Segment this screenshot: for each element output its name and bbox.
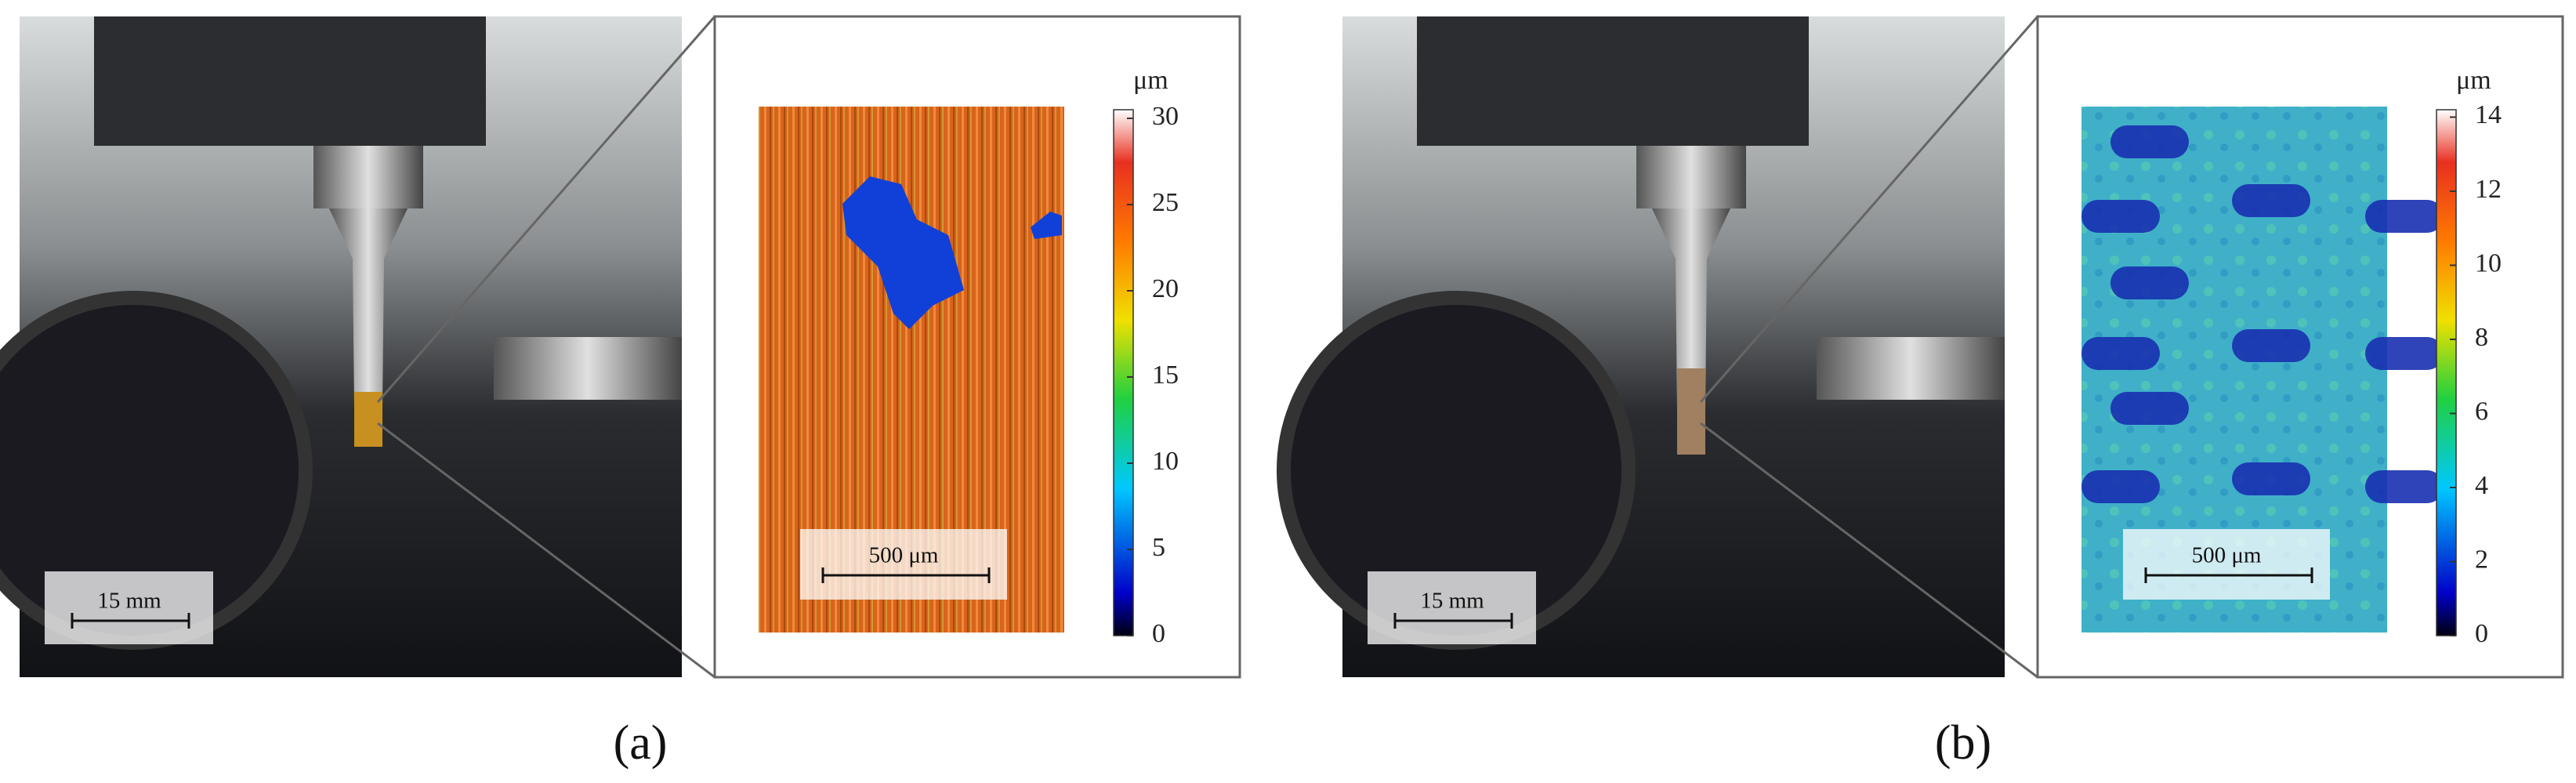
spindle bbox=[94, 16, 486, 146]
dimple bbox=[2081, 200, 2160, 233]
sensor bbox=[1817, 337, 2005, 400]
colorbar-tick-label: 6 bbox=[2475, 397, 2488, 426]
tool bbox=[1652, 208, 1730, 408]
inset-scale-label: 500 μm bbox=[869, 543, 939, 568]
colorbar-unit: μm bbox=[2456, 66, 2491, 95]
dimple bbox=[2365, 200, 2444, 233]
defect bbox=[1031, 212, 1062, 239]
dimple bbox=[2232, 462, 2310, 495]
colorbar-tick-label: 14 bbox=[2475, 100, 2502, 129]
tool-holder bbox=[313, 146, 423, 208]
panel: 15 mm 500 μm μm 0 5 10 15 20 25 30 (a) bbox=[0, 15, 1241, 770]
dimple bbox=[2110, 392, 2189, 425]
colorbar-tick-label: 8 bbox=[2475, 323, 2488, 352]
colorbar-tick-label: 0 bbox=[2475, 619, 2488, 648]
dimple bbox=[2110, 266, 2189, 299]
dimple bbox=[2081, 470, 2160, 503]
colorbar-tick-label: 20 bbox=[1152, 274, 1179, 303]
caption: (a) bbox=[614, 716, 668, 770]
zoom-line bbox=[1700, 422, 2038, 679]
caption: (b) bbox=[1935, 716, 1991, 770]
zoom-line bbox=[376, 16, 716, 403]
inset-scale-box bbox=[2123, 529, 2330, 600]
tool-tip bbox=[1677, 368, 1705, 455]
zoom-line bbox=[1699, 16, 2039, 403]
colorbar-tick-label: 2 bbox=[2475, 545, 2488, 574]
colorbar-tick-label: 4 bbox=[2475, 471, 2488, 500]
inset-scale-box bbox=[800, 529, 1007, 600]
colorbar-tick-label: 25 bbox=[1152, 188, 1179, 217]
tool bbox=[329, 208, 408, 408]
colorbar-tick-label: 10 bbox=[2475, 248, 2502, 277]
inset-scale-label: 500 μm bbox=[2192, 543, 2262, 568]
dimple bbox=[2365, 337, 2444, 370]
colorbar-tick-label: 0 bbox=[1152, 619, 1165, 648]
scale-label: 15 mm bbox=[1420, 589, 1484, 614]
dimple bbox=[2110, 125, 2189, 158]
colorbar bbox=[1113, 109, 1134, 636]
panel: 15 mm 500 μm μm 0 2 4 6 8 10 12 14 (b) bbox=[1277, 15, 2564, 770]
colorbar bbox=[2436, 109, 2457, 636]
dimple bbox=[2232, 329, 2310, 362]
dimple bbox=[2232, 184, 2310, 217]
defect bbox=[842, 176, 964, 329]
colorbar-tick-label: 5 bbox=[1152, 533, 1165, 562]
zoom-line bbox=[377, 422, 716, 679]
spindle bbox=[1417, 16, 1809, 146]
scale-box bbox=[1368, 571, 1536, 644]
tool-holder bbox=[1636, 146, 1746, 208]
scale-label: 15 mm bbox=[97, 589, 161, 614]
dimple bbox=[2365, 470, 2444, 503]
colorbar-unit: μm bbox=[1133, 66, 1168, 95]
colorbar-tick-label: 15 bbox=[1152, 361, 1179, 390]
colorbar-tick-label: 12 bbox=[2475, 175, 2502, 204]
colorbar-tick-label: 10 bbox=[1152, 447, 1179, 476]
scale-box bbox=[45, 571, 213, 644]
colorbar-tick-label: 30 bbox=[1152, 102, 1179, 131]
sensor bbox=[494, 337, 682, 400]
dimple bbox=[2081, 337, 2160, 370]
